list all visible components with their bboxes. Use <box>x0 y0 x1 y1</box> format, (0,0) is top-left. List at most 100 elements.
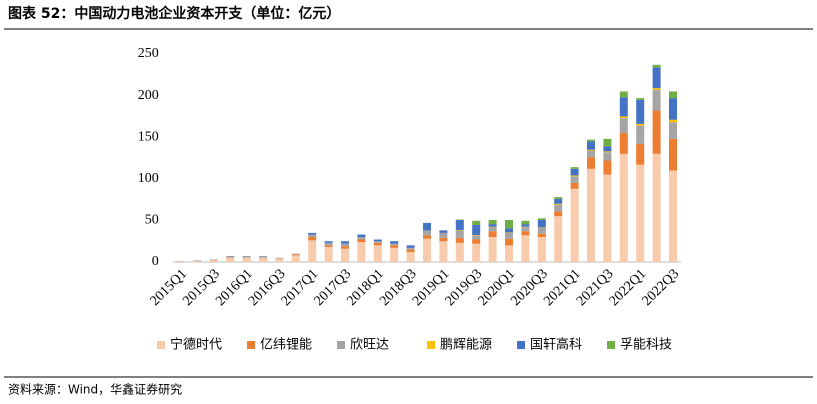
bar-segment <box>406 252 415 262</box>
bar-segment <box>669 119 677 123</box>
bar-segment <box>373 245 382 262</box>
bar-segment <box>390 243 399 246</box>
bar-segment <box>636 143 645 165</box>
bar-segment <box>554 198 563 204</box>
legend-swatch <box>517 341 525 349</box>
bar-segment <box>521 231 530 236</box>
bar-segment <box>373 239 382 242</box>
bar-segment <box>636 164 645 262</box>
bar-segment <box>603 152 612 161</box>
bar-segment <box>669 98 677 120</box>
bar-segment <box>521 220 530 225</box>
bar-segment <box>488 227 497 232</box>
bar-segment <box>357 237 366 240</box>
bar-segment <box>603 151 612 153</box>
legend-swatch <box>337 341 345 349</box>
bar-segment <box>406 249 415 253</box>
legend-label: 国轩高科 <box>530 337 582 353</box>
bar-segment <box>423 230 431 236</box>
bar-segment <box>242 257 251 262</box>
bar-segment <box>488 224 497 227</box>
bar-segment <box>226 257 235 262</box>
bar-segment <box>455 242 464 262</box>
bar-segment <box>619 91 628 98</box>
bar-segment <box>390 247 399 262</box>
bar-segment <box>423 235 431 239</box>
bar-segment <box>570 182 579 189</box>
bar-segment <box>603 146 612 152</box>
bar-segment <box>505 245 513 262</box>
bar-segment <box>259 257 267 262</box>
bar-segment <box>652 88 661 90</box>
bar-segment <box>603 174 612 262</box>
bar-segment <box>636 123 645 126</box>
bar-segment <box>308 237 317 241</box>
bar-segment <box>455 219 464 230</box>
legend-label: 宁德时代 <box>170 337 222 353</box>
bar-segment <box>488 237 497 262</box>
bar-segment <box>587 149 595 151</box>
bar-segment <box>291 255 300 262</box>
bar-segment <box>406 245 415 248</box>
bar-segment <box>439 241 448 262</box>
bar-segment <box>554 216 563 262</box>
bar-segment <box>488 219 497 225</box>
legend-label: 欣旺达 <box>350 338 389 353</box>
bar-segment <box>537 233 546 238</box>
bar-segment <box>587 157 595 169</box>
bar-segment <box>505 219 513 229</box>
bar-segment <box>537 218 546 220</box>
bar-segment <box>505 238 513 246</box>
bar-segment <box>242 256 251 258</box>
bar-segment <box>554 204 563 212</box>
bar-segment <box>554 197 563 199</box>
bar-segment <box>373 242 382 246</box>
bar-segment <box>259 256 267 258</box>
bar-segment <box>537 219 546 228</box>
bar-segment <box>587 141 595 150</box>
bar-segment <box>291 253 300 255</box>
bar-segment <box>308 240 317 262</box>
bar-segment <box>636 99 645 124</box>
legend-label: 亿纬锂能 <box>260 338 312 353</box>
bar-segment <box>619 116 628 119</box>
bar-segment <box>357 239 366 243</box>
bar-segment <box>275 258 284 262</box>
bar-segment <box>521 235 530 262</box>
bar-segment <box>209 260 218 262</box>
bar-segment <box>619 133 628 154</box>
bar-segment <box>652 67 661 89</box>
bar-segment <box>669 91 677 99</box>
bar-segment <box>324 245 333 248</box>
bar-segment <box>570 176 579 183</box>
bar-segment <box>439 230 448 233</box>
y-tick-label: 150 <box>138 129 159 144</box>
bar-segment <box>472 224 481 235</box>
bar-segment <box>472 243 481 262</box>
legend-swatch <box>427 341 435 349</box>
bar-segment <box>226 256 235 258</box>
bar-segment <box>373 241 382 243</box>
bar-segment <box>291 254 300 256</box>
bar-segment <box>669 138 677 171</box>
bar-segment <box>652 153 661 262</box>
bar-segment <box>341 248 349 262</box>
bar-segment <box>390 241 399 244</box>
bar-segment <box>439 237 448 242</box>
legend-swatch <box>157 341 165 349</box>
bar-segment <box>423 222 431 231</box>
bar-segment <box>472 220 481 225</box>
source-note: 资料来源：Wind，华鑫证券研究 <box>8 382 182 397</box>
bar-segment <box>505 232 513 239</box>
legend-label: 鹏辉能源 <box>440 338 492 353</box>
bar-segment <box>619 97 628 117</box>
bar-segment <box>669 170 677 262</box>
y-tick-label: 100 <box>138 171 159 186</box>
legend-label: 孚能科技 <box>620 338 672 353</box>
bar-segment <box>324 242 333 246</box>
bar-segment <box>341 241 349 244</box>
bar-segment <box>406 247 415 250</box>
y-tick-label: 50 <box>145 213 159 228</box>
bar-segment <box>554 211 563 217</box>
bar-segment <box>652 110 661 154</box>
